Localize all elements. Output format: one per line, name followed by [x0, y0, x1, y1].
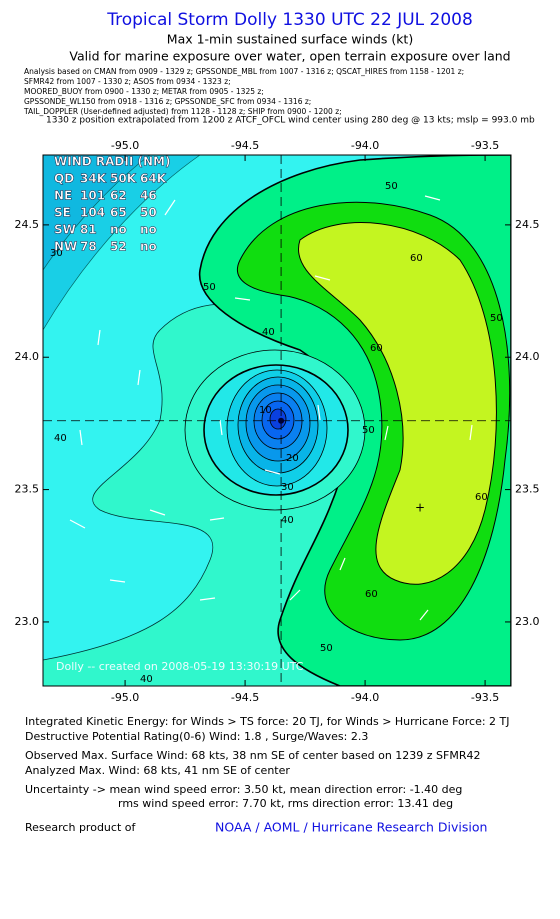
axes: -95.0 -95.0 -94.5 -94.5 -94.0 -94.0 -93.5 -93.5… [15, 139, 540, 704]
y-tick-label: 24.5 [515, 218, 540, 231]
contour-label: 50 [320, 643, 333, 654]
contour-label: 30 [50, 248, 63, 259]
y-tick-label: 24.5 [15, 218, 40, 231]
analysis-line: TAIL_DOPPLER (User-defined adjusted) fro… [23, 107, 342, 116]
wind-radii-cell: 62 [110, 189, 127, 203]
contour-20 [43, 155, 151, 271]
analysis-line: Analysis based on CMAN from 0909 - 1329 … [24, 67, 464, 76]
wind-radii-cell: 34K [80, 172, 107, 186]
credit: Research product of [25, 821, 136, 834]
y-tick-label: 24.0 [515, 350, 540, 363]
wind-radii-cell: 81 [80, 223, 97, 237]
organization: NOAA / AOML / Hurricane Research Divisio… [215, 820, 487, 835]
x-tick-label: -95.0 [111, 691, 139, 704]
contour-label: 60 [475, 492, 488, 503]
y-tick-label: 24.0 [15, 350, 40, 363]
wind-radii-cell: SW [54, 223, 76, 237]
wind-vectors [69, 195, 473, 621]
wind-field: 50 50 60 60 50 40 10 20 30 40 50 60 60 5… [43, 155, 511, 686]
wind-radii-cell: 101 [80, 189, 105, 203]
wind-radii-cell: 65 [110, 206, 127, 220]
wind-radii-cell: 50 [140, 206, 157, 220]
wind-radii-cell: 78 [80, 240, 97, 254]
footer-line: Uncertainty -> mean wind speed error: 3.… [25, 783, 462, 796]
contour-65 [297, 222, 497, 585]
wind-radii-cell: no [140, 240, 157, 254]
analysis-notes: Analysis based on CMAN from 0909 - 1329 … [23, 67, 464, 116]
y-tick-label: 23.5 [15, 483, 40, 496]
x-tick-label: -94.5 [231, 139, 259, 152]
wind-radii-cell: 50K [110, 172, 137, 186]
y-tick-label: 23.5 [515, 483, 540, 496]
title: Tropical Storm Dolly 1330 UTC 22 JUL 200… [106, 10, 473, 30]
contour-label: 50 [490, 313, 503, 324]
storm-center [278, 417, 285, 424]
wind-radii-table: WIND RADII (NM) QD 34K 50K 64K NE 101 62 46 SE 104… [54, 155, 171, 254]
wind-radii-cell: 104 [80, 206, 105, 220]
wind-radii-cell: NW [54, 240, 77, 254]
wind-radii-cell: NE [54, 189, 72, 203]
center-5 [269, 408, 287, 430]
subtitle: Max 1-min sustained surface winds (kt) [167, 32, 413, 47]
analysis-line: SFMR42 from 1007 - 1330 z; ASOS from 093… [24, 77, 231, 86]
wind-radii-cell: QD [54, 172, 74, 186]
contour-label: 40 [262, 327, 275, 338]
footer-line: rms wind speed error: 7.70 kt, rms direc… [118, 797, 453, 810]
contour-label: 60 [365, 589, 378, 600]
x-tick-label: -95.0 [111, 139, 139, 152]
x-tick-label: -93.5 [471, 691, 499, 704]
x-tick-label: -94.0 [351, 691, 379, 704]
analysis-line: GPSSONDE_WL150 from 0918 - 1316 z; GPSSO… [24, 97, 311, 106]
wind-radii-cell: no [110, 223, 127, 237]
valid-note: Valid for marine exposure over water, op… [69, 49, 510, 64]
y-tick-label: 23.0 [515, 615, 540, 628]
footer-line: Integrated Kinetic Energy: for Winds > T… [25, 715, 510, 728]
wind-radii-title: WIND RADII (NM) [54, 155, 170, 169]
contour-label: 40 [54, 433, 67, 444]
contour-label: 10 [259, 405, 272, 416]
wind-radii-cell: 64K [140, 172, 167, 186]
footer-line: Destructive Potential Rating(0-6) Wind: … [25, 730, 368, 743]
contour-label: 50 [385, 181, 398, 192]
position-note: 1330 z position extrapolated from 1200 z… [46, 116, 535, 126]
contour-label: 60 [410, 253, 423, 264]
footer-line: Analyzed Max. Wind: 68 kts, 41 nm SE of … [25, 764, 290, 777]
wind-radii-cell: no [140, 223, 157, 237]
x-tick-label: -94.5 [231, 691, 259, 704]
contour-label: 40 [281, 515, 294, 526]
max-wind-marker: + [415, 501, 425, 515]
plot-frame [42, 154, 512, 687]
footer-line: Observed Max. Surface Wind: 68 kts, 38 n… [25, 749, 481, 762]
x-tick-label: -93.5 [471, 139, 499, 152]
contour-label: 20 [286, 453, 299, 464]
y-tick-label: 23.0 [15, 615, 40, 628]
wind-radii-cell: SE [54, 206, 71, 220]
wind-radii-cell: 52 [110, 240, 127, 254]
x-tick-label: -94.0 [351, 139, 379, 152]
contour-labels: 50 50 60 60 50 40 10 20 30 40 50 60 60 5… [50, 181, 503, 685]
contour-label: 60 [370, 343, 383, 354]
analysis-line: MOORED_BUOY from 0900 - 1330 z; METAR fr… [24, 87, 264, 96]
contour-label: 50 [362, 425, 375, 436]
contour-label: 30 [281, 482, 294, 493]
contour-label: 50 [203, 282, 216, 293]
contour-label: 40 [140, 674, 153, 685]
watermark: Dolly -- created on 2008-05-19 13:30:19 … [56, 660, 304, 673]
wind-radii-cell: 46 [140, 189, 157, 203]
footer: Integrated Kinetic Energy: for Winds > T… [25, 715, 510, 810]
